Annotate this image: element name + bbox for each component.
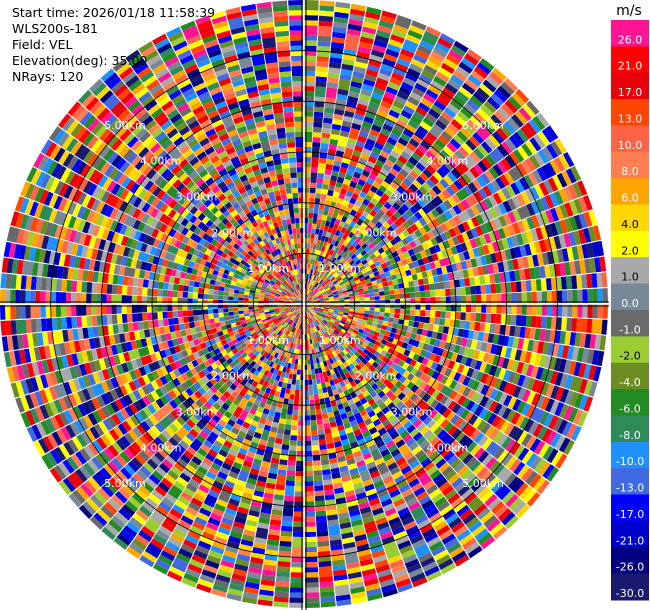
range-ring-label: 3.00km [391, 191, 433, 204]
velocity-data-field [0, 0, 609, 608]
colorbar-tick-label: 6.0 [621, 192, 639, 205]
colorbar-tick-label: 0.0 [621, 297, 639, 310]
range-ring-label: 2.00km [355, 226, 397, 239]
range-ring-label: 3.00km [391, 406, 433, 419]
colorbar-unit-label: m/s [616, 3, 642, 19]
range-ring-label: 2.00km [355, 370, 397, 383]
colorbar-swatch [611, 178, 649, 206]
colorbar-tick-label: 21.0 [618, 60, 643, 73]
range-ring [100, 100, 508, 508]
range-ring-label: 1.00km [319, 334, 361, 347]
start-time-text: Start time: 2026/01/18 11:58:39 [12, 5, 216, 20]
range-ring-label: 5.00km [462, 477, 504, 490]
range-ring [202, 202, 406, 406]
colorbar-swatch [611, 257, 649, 285]
colorbar-swatch [611, 547, 649, 575]
colorbar: m/s 26.0 21.0 17.0 13.0 10.0 8.0 6.0 4.0 2.0 1.0 0.… [611, 3, 649, 601]
range-ring-label: 2.00km [212, 226, 254, 239]
velocity-cells [5, 6, 598, 605]
range-ring [50, 50, 558, 558]
colorbar-swatch [611, 230, 649, 258]
range-ring-label: 3.00km [176, 406, 218, 419]
colorbar-swatch [611, 494, 649, 522]
colorbar-tick-label: -21.0 [616, 534, 644, 547]
velocity-cells [8, 1, 597, 598]
range-ring-label: 3.00km [176, 191, 218, 204]
colorbar-swatch [611, 20, 649, 47]
nrays-text: NRays: 120 [12, 69, 84, 84]
range-ring-label: 4.00km [140, 155, 182, 168]
ppi-velocity-plot: 1.00km 1.00km 1.00km 1.00km 2.00km 2.00km 2.00… [0, 0, 609, 610]
range-ring-label: 1.00km [319, 262, 361, 275]
range-ring-label: 5.00km [462, 119, 504, 132]
field-text: Field: VEL [12, 37, 73, 52]
colorbar-swatch [611, 204, 649, 232]
colorbar-tick-label: -30.0 [616, 587, 644, 600]
colorbar-swatch [611, 389, 649, 416]
colorbar-tick-label: 26.0 [618, 33, 643, 46]
colorbar-tick-label: 1.0 [621, 271, 639, 284]
instrument-text: WLS200s-181 [12, 21, 98, 36]
colorbar-swatch [611, 336, 649, 364]
range-ring-label: 4.00km [140, 441, 182, 454]
colorbar-tick-label: 13.0 [618, 113, 643, 126]
colorbar-swatch [611, 573, 649, 601]
colorbar-swatch [611, 310, 649, 337]
range-ring-label: 4.00km [427, 155, 469, 168]
velocity-cells [0, 10, 597, 607]
colorbar-tick-label: 4.0 [621, 218, 639, 231]
colorbar-swatch [611, 441, 649, 469]
colorbar-tick-label: 10.0 [618, 139, 643, 152]
scan-info-panel: Start time: 2026/01/18 11:58:39 WLS200s-… [12, 5, 215, 85]
colorbar-tick-label: -13.0 [616, 482, 644, 495]
colorbar-swatch [611, 468, 649, 496]
range-ring-label: 4.00km [427, 441, 469, 454]
colorbar-tick-label: -10.0 [616, 455, 644, 468]
colorbar-tick-label: -6.0 [619, 403, 640, 416]
elevation-text: Elevation(deg): 35.00 [12, 53, 148, 68]
range-ring-label: 5.00km [104, 477, 146, 490]
colorbar-tick-label: -4.0 [619, 376, 640, 389]
colorbar-tick-label: -8.0 [619, 429, 640, 442]
colorbar-swatch [611, 362, 649, 390]
range-ring [151, 151, 457, 457]
colorbar-swatch [611, 125, 649, 153]
range-ring [252, 252, 356, 356]
velocity-cells [11, 6, 608, 588]
range-ring-label: 1.00km [247, 334, 289, 347]
colorbar-swatch [611, 72, 649, 100]
range-ring-label: 2.00km [212, 370, 254, 383]
colorbar-tick-label: -1.0 [619, 323, 640, 336]
plot-overlay: 1.00km 1.00km 1.00km 1.00km 2.00km 2.00km 2.00… [0, 0, 609, 610]
colorbar-tick-label: 2.0 [621, 244, 639, 257]
colorbar-tick-label: -26.0 [616, 561, 644, 574]
colorbar-tick-label: 8.0 [621, 165, 639, 178]
colorbar-swatch [611, 520, 649, 548]
colorbar-tick-label: 17.0 [618, 86, 643, 99]
colorbar-tick-label: -2.0 [619, 350, 640, 363]
colorbar-swatch [611, 283, 649, 311]
range-ring-label: 1.00km [247, 262, 289, 275]
colorbar-swatch [611, 46, 649, 74]
colorbar-tick-label: -17.0 [616, 508, 644, 521]
range-ring-label: 5.00km [104, 119, 146, 132]
colorbar-swatch [611, 99, 649, 126]
colorbar-swatch [611, 415, 649, 443]
colorbar-swatch [611, 151, 649, 179]
